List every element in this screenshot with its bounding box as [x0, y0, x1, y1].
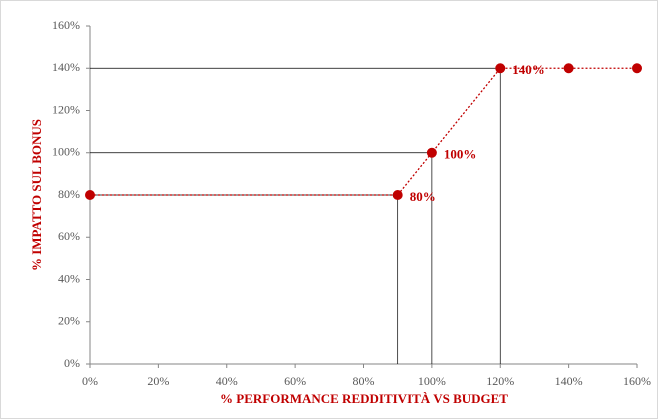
- data-label: 100%: [444, 147, 477, 162]
- x-tick-label: 0%: [82, 374, 98, 388]
- y-tick-label: 80%: [58, 187, 80, 201]
- y-axis-title: % IMPATTO SUL BONUS: [29, 119, 44, 271]
- y-tick-label: 0%: [64, 356, 80, 370]
- y-tick-label: 20%: [58, 314, 80, 328]
- x-tick-label: 40%: [216, 374, 238, 388]
- point: [392, 190, 403, 200]
- y-tick-label: 120%: [52, 102, 80, 116]
- x-tick-label: 20%: [147, 374, 169, 388]
- data-label: 80%: [410, 189, 436, 204]
- point: [632, 63, 642, 74]
- x-tick-label: 160%: [623, 374, 651, 388]
- y-tick-label: 140%: [52, 60, 80, 74]
- y-tick-label: 60%: [58, 229, 80, 243]
- x-tick-label: 120%: [486, 374, 514, 388]
- series-line: [90, 67, 637, 196]
- x-tick-label: 100%: [418, 374, 446, 388]
- x-tick-label: 140%: [555, 374, 583, 388]
- point: [85, 190, 95, 200]
- point: [495, 63, 506, 74]
- point: [426, 147, 437, 158]
- data-label: 140%: [512, 62, 545, 77]
- x-tick-label: 60%: [284, 374, 306, 388]
- point: [563, 63, 574, 74]
- y-tick-label: 100%: [52, 145, 80, 159]
- x-axis-title: % PERFORMANCE REDDITIVITÀ VS BUDGET: [220, 391, 508, 406]
- x-tick-label: 80%: [353, 374, 375, 388]
- y-tick-label: 40%: [58, 271, 80, 285]
- y-tick-label: 160%: [52, 18, 80, 32]
